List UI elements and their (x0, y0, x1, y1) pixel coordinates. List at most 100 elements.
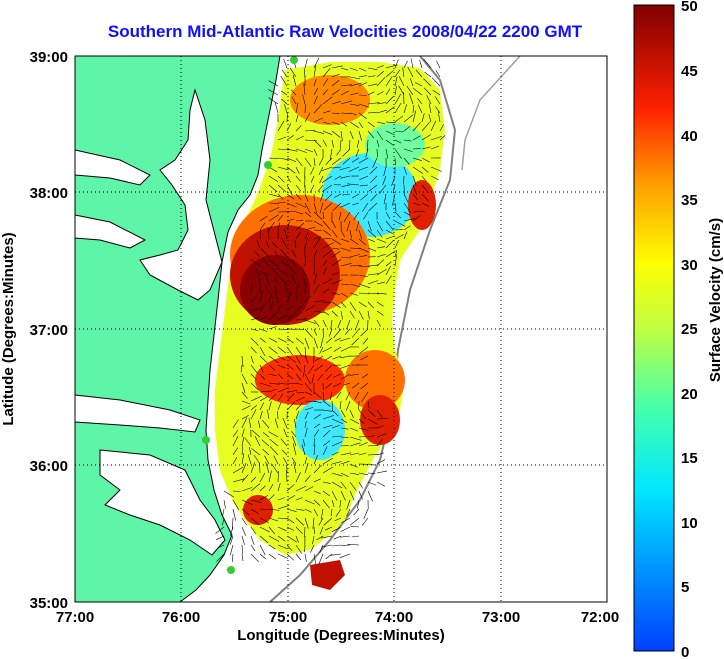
albemarle-sound (75, 394, 201, 433)
velocity-arrow (421, 184, 429, 193)
velocity-arrow (340, 436, 349, 438)
velocity-arrow (349, 283, 361, 288)
velocity-arrow (295, 293, 298, 303)
velocity-arrow (270, 267, 279, 276)
velocity-arrow (216, 553, 225, 562)
velocity-arrow (268, 293, 273, 303)
velocity-arrow (360, 193, 369, 201)
velocity-arrow (339, 499, 342, 508)
velocity-arrow (358, 94, 367, 96)
velocity-arrow (295, 148, 308, 153)
velocity-arrow (294, 418, 297, 429)
velocity-arrow (257, 275, 261, 285)
velocity-arrow (277, 314, 287, 321)
velocity-arrow (366, 139, 369, 151)
velocity-arrow (313, 95, 318, 105)
velocity-region-south-red (243, 495, 273, 525)
velocity-arrow (358, 75, 368, 78)
velocity-arrow (280, 90, 288, 96)
velocity-arrow (367, 310, 370, 320)
velocity-arrow (256, 240, 261, 249)
velocity-arrow (394, 139, 402, 144)
velocity-arrow (403, 175, 405, 185)
velocity-arrow (431, 77, 441, 87)
velocity-arrow (302, 439, 306, 447)
velocity-arrow (216, 535, 225, 540)
velocity-arrow (261, 419, 270, 429)
velocity-arrow (250, 476, 257, 483)
velocity-arrow (349, 301, 357, 312)
velocity-arrow (367, 444, 379, 447)
velocity-arrow (286, 495, 296, 501)
colorbar-tick-label: 50 (681, 0, 698, 15)
velocity-arrow (362, 337, 369, 345)
velocity-arrow (376, 65, 384, 69)
velocity-arrow (325, 337, 333, 344)
velocity-arrow (349, 490, 355, 501)
lon-tick-label: 75:00 (269, 609, 307, 626)
velocity-arrow (331, 121, 340, 125)
velocity-arrow (358, 67, 367, 72)
velocity-arrow (268, 373, 277, 377)
velocity-arrow (277, 184, 287, 193)
velocity-arrow (361, 373, 369, 379)
velocity-arrow (241, 382, 246, 394)
velocity-arrow (283, 428, 288, 438)
velocity-arrow (244, 437, 252, 447)
velocity-arrow (268, 393, 277, 402)
velocity-arrow (268, 401, 272, 411)
velocity-arrow (332, 382, 342, 388)
velocity-arrow (271, 463, 279, 474)
velocity-arrow (349, 103, 360, 106)
velocity-arrow (340, 256, 352, 259)
velocity-arrow (358, 436, 368, 438)
velocity-arrow (322, 166, 333, 171)
velocity-arrow (286, 373, 294, 380)
velocity-arrow (268, 312, 278, 321)
velocity-arrow (359, 184, 369, 187)
velocity-arrow (328, 328, 333, 337)
velocity-arrow (349, 452, 360, 456)
velocity-arrow (320, 337, 324, 348)
velocity-arrow (403, 218, 415, 222)
velocity-arrow (292, 435, 297, 447)
velocity-arrow (241, 474, 249, 483)
velocity-arrow (385, 239, 395, 249)
velocity-arrow (262, 448, 270, 456)
velocity-arrow (232, 490, 241, 492)
velocity-arrow (341, 517, 351, 523)
velocity-arrow (383, 193, 387, 204)
velocity-arrow (295, 202, 307, 208)
plot-frame (74, 55, 608, 603)
velocity-arrow (385, 76, 393, 87)
velocity-arrow (241, 437, 245, 447)
velocity-arrow (277, 202, 286, 204)
velocity-arrow (313, 499, 321, 506)
velocity-arrow (322, 110, 331, 114)
velocity-arrow (385, 148, 389, 159)
velocity-arrow (295, 306, 302, 312)
velocity-arrow (320, 508, 324, 520)
velocity-arrow (268, 517, 279, 522)
velocity-arrow (313, 391, 322, 399)
velocity-arrow (313, 130, 325, 134)
velocity-arrow (286, 175, 292, 183)
velocity-arrow (322, 319, 327, 328)
velocity-arrow (277, 175, 285, 183)
velocity-arrow (241, 417, 248, 429)
velocity-arrow (342, 157, 351, 165)
velocity-arrow (337, 319, 342, 329)
velocity-arrow (241, 445, 244, 456)
velocity-arrow (250, 317, 259, 321)
velocity-arrow (376, 121, 385, 125)
velocity-arrow (362, 202, 369, 212)
velocity-arrow (331, 238, 342, 246)
velocity-arrow (322, 130, 333, 135)
velocity-arrow (409, 93, 414, 105)
velocity-arrow (250, 296, 257, 303)
velocity-arrow (439, 135, 446, 141)
velocity-arrow (376, 229, 383, 238)
velocity-arrow (334, 517, 342, 522)
velocity-arrow (286, 470, 288, 483)
velocity-arrow (250, 483, 260, 492)
